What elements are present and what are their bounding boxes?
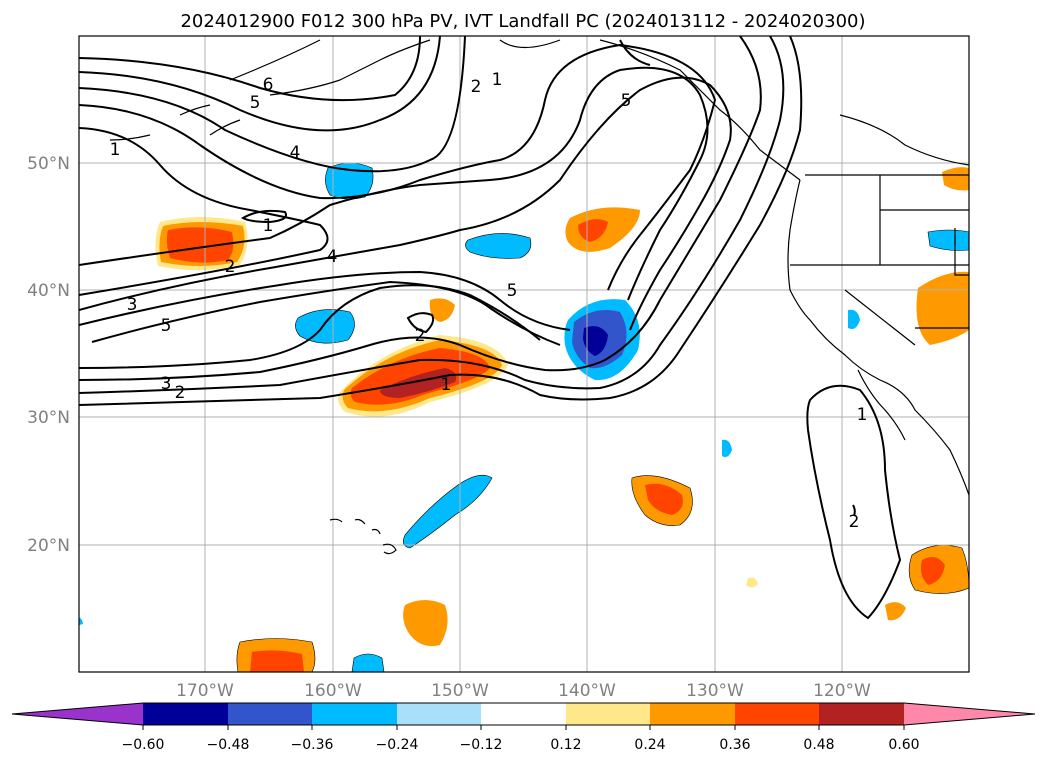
colorbar-tick-label: 0.48 — [803, 737, 834, 753]
anomaly-negative-north — [325, 162, 374, 200]
lon-label: 140°W — [558, 681, 616, 701]
colorbar-tick-label: 0.12 — [550, 737, 581, 753]
contour-label: 1 — [441, 375, 452, 395]
lat-label: 30°N — [27, 408, 70, 428]
contour-label: 5 — [507, 281, 518, 301]
colorbar-tick-label: −0.60 — [122, 737, 165, 753]
anomaly-positive-coast-ne — [942, 167, 969, 191]
lat-label: 50°N — [27, 154, 70, 174]
anomaly-negative-bottom — [351, 653, 385, 672]
colorbar-segment — [650, 703, 735, 725]
colorbar-segment — [143, 703, 228, 725]
map-title: 2024012900 F012 300 hPa PV, IVT Landfall… — [180, 11, 865, 32]
contour-label: 4 — [327, 247, 338, 267]
map-background — [79, 36, 969, 672]
anomaly-positive-small — [429, 298, 455, 322]
contour-label: 4 — [290, 143, 301, 163]
contour-label: 2 — [225, 257, 236, 277]
contour-label: 5 — [250, 93, 261, 113]
anomaly-positive-south — [403, 600, 448, 647]
colorbar-segment — [735, 703, 819, 725]
colorbar-extend-left — [12, 703, 143, 725]
contour-label: 6 — [263, 75, 274, 95]
lon-label: 120°W — [813, 681, 871, 701]
contour-label: 1 — [492, 70, 503, 90]
lon-label: 130°W — [686, 681, 744, 701]
colorbar-tick-label: 0.24 — [634, 737, 665, 753]
anomaly-positive-nw — [155, 217, 248, 271]
contour-label: 2 — [849, 512, 860, 532]
colorbar-tick-label: 0.60 — [888, 737, 919, 753]
contour-label: 2 — [471, 77, 482, 97]
lat-label: 20°N — [27, 536, 70, 556]
shaded-anomalies — [79, 162, 969, 672]
coastlines — [109, 39, 969, 555]
colorbar-extend-right — [904, 703, 1035, 725]
colorbar-tick-label: 0.36 — [719, 737, 750, 753]
colorbar-ticks — [142, 725, 905, 730]
contour-label-group: 6 5 4 1 1 2 3 5 4 5 2 2 1 5 3 2 1 1 2 — [110, 70, 868, 532]
contour-label: 2 — [175, 383, 186, 403]
contour-label: 5 — [621, 91, 632, 111]
colorbar-tick-label: −0.48 — [207, 737, 250, 753]
colorbar: −0.60 −0.48 −0.36 −0.24 −0.12 0.12 0.24 … — [11, 702, 1036, 753]
anomaly-positive-central — [337, 335, 508, 417]
anomaly-negative-hawaii — [403, 474, 493, 549]
lon-label: 170°W — [176, 681, 234, 701]
map-frame — [78, 35, 970, 673]
contour-label: 1 — [857, 405, 868, 425]
colorbar-segment — [481, 703, 566, 725]
colorbar-tick-label: −0.24 — [376, 737, 419, 753]
colorbar-segment — [228, 703, 312, 725]
colorbar-tick-label: −0.36 — [291, 737, 334, 753]
contour-label: 1 — [110, 140, 121, 160]
anomaly-negative-coast — [927, 229, 969, 251]
map-panel: 6 5 4 1 1 2 3 5 4 5 2 2 1 5 3 2 1 1 2 — [78, 35, 970, 673]
latitude-labels: 50°N 40°N 30°N 20°N — [27, 154, 70, 556]
contour-label: 1 — [263, 216, 274, 236]
lat-label: 40°N — [27, 281, 70, 301]
lon-label: 160°W — [304, 681, 362, 701]
colorbar-segment — [819, 703, 904, 725]
longitude-labels: 170°W 160°W 150°W 140°W 130°W 120°W — [176, 681, 871, 701]
graticule — [79, 36, 969, 672]
contour-label: 5 — [161, 316, 172, 336]
anomaly-negative-west — [295, 309, 355, 344]
lon-label: 150°W — [431, 681, 489, 701]
anomaly-negative-east — [564, 299, 640, 381]
contour-label: 3 — [127, 295, 138, 315]
contour-label: 2 — [415, 326, 426, 346]
colorbar-tick-label: −0.12 — [460, 737, 503, 753]
colorbar-segment — [397, 703, 481, 725]
contour-lines — [79, 36, 902, 620]
contour-label: 3 — [161, 374, 172, 394]
colorbar-segment — [312, 703, 397, 725]
colorbar-segment — [566, 703, 650, 725]
anomaly-negative-mid — [465, 233, 532, 259]
